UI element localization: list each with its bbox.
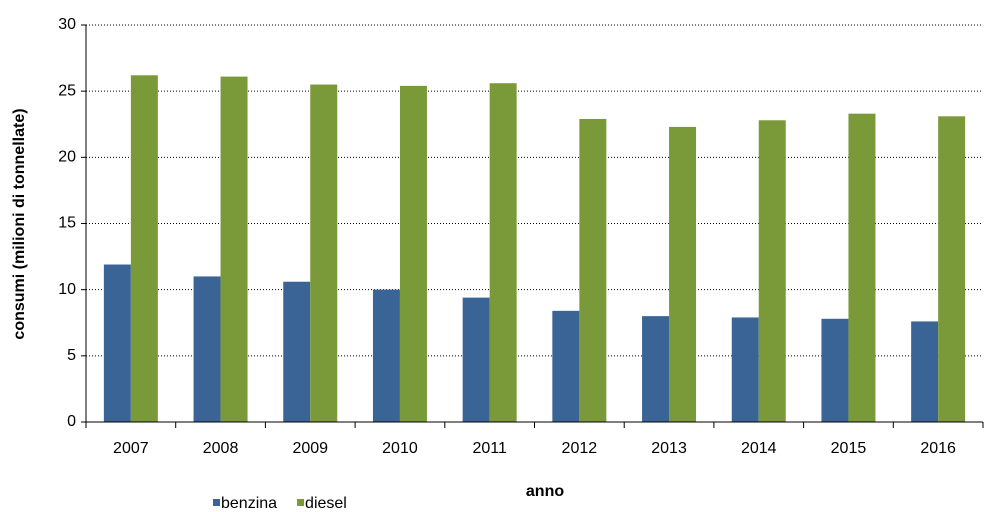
bar (758, 120, 786, 422)
y-tick-label: 15 (58, 215, 76, 232)
bar (731, 317, 759, 422)
x-axis-label: anno (526, 483, 564, 500)
y-tick-label: 25 (58, 82, 76, 99)
bar (193, 276, 221, 422)
y-tick-label: 10 (58, 281, 76, 298)
bar (372, 289, 400, 422)
bar (579, 118, 607, 422)
x-tick-label: 2007 (113, 440, 149, 457)
legend-label: benzina (221, 495, 277, 512)
bar (489, 83, 517, 422)
bar (283, 281, 311, 422)
y-axis-label: consumi (milioni di tonnellate) (11, 108, 28, 339)
x-tick-label: 2012 (562, 440, 598, 457)
legend-swatch (213, 499, 220, 506)
bar (310, 84, 338, 423)
x-tick-label: 2016 (920, 440, 956, 457)
bar (552, 310, 580, 422)
bar (821, 318, 849, 422)
bar (462, 297, 490, 422)
bar (938, 116, 966, 422)
bar (130, 75, 158, 422)
x-tick-label: 2011 (472, 440, 507, 457)
legend-label: diesel (305, 495, 347, 512)
y-tick-label: 20 (58, 149, 76, 166)
x-tick-label: 2014 (741, 440, 777, 457)
x-tick-label: 2009 (292, 440, 328, 457)
y-tick-label: 0 (67, 413, 76, 430)
y-tick-label: 30 (58, 16, 76, 33)
bar (220, 76, 248, 423)
x-tick-label: 2015 (831, 440, 867, 457)
bar (848, 113, 876, 422)
bar (669, 126, 697, 422)
legend-swatch (297, 499, 305, 506)
x-tick-label: 2008 (203, 440, 239, 457)
bar (103, 264, 131, 422)
x-tick-label: 2010 (382, 440, 418, 457)
bar (911, 321, 939, 422)
bar (642, 316, 670, 422)
x-tick-label: 2013 (651, 440, 687, 457)
bar (399, 85, 427, 422)
y-tick-label: 5 (67, 347, 76, 364)
